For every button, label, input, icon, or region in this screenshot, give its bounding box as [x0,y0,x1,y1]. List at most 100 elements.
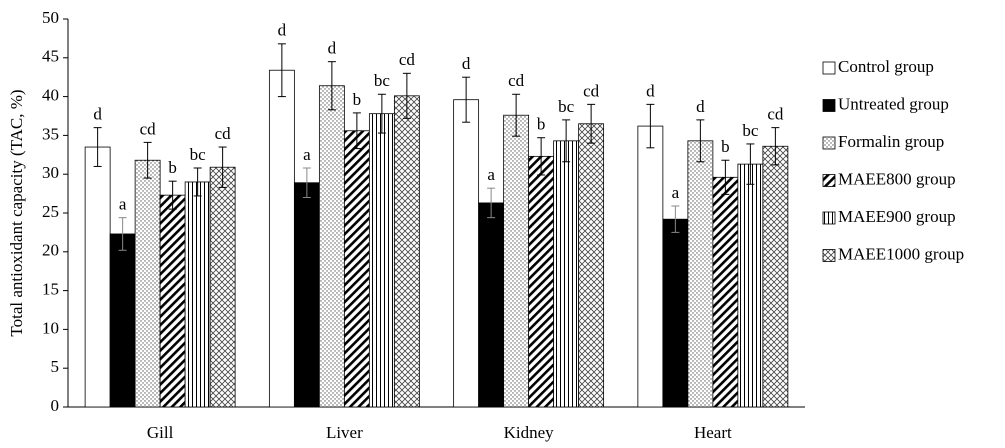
legend-swatch [822,249,836,262]
bar [209,166,236,408]
significance-letter: d [278,21,287,40]
y-tick-label: 45 [42,47,59,66]
x-tick-label: Kidney [504,423,555,442]
legend-label: Formalin group [838,132,944,151]
legend-swatch [822,174,836,187]
error-bar [646,103,655,149]
legend-label: MAEE1000 group [838,244,964,263]
y-tick-label: 40 [42,86,59,105]
significance-letter: d [696,97,705,116]
legend-swatch [822,136,836,150]
significance-letter: d [93,105,102,124]
bar [662,218,689,408]
legend-label: Untreated group [838,94,949,113]
bar [268,69,295,408]
bar [712,176,739,408]
bar [134,159,161,408]
bar [343,130,370,408]
significance-letter: cd [767,105,784,124]
significance-letter: d [462,54,471,73]
error-bar [671,205,680,233]
bar [109,233,136,408]
error-bar [352,112,361,150]
significance-letter: b [353,90,362,109]
significance-letter: cd [215,124,232,143]
significance-letter: d [328,39,337,58]
significance-letter: b [537,115,546,134]
error-bar [562,119,571,163]
significance-letter: a [119,195,127,214]
error-bar [277,43,286,98]
significance-letter: a [303,145,311,164]
error-bar [487,187,496,219]
error-bar [771,127,780,166]
significance-letter: cd [140,119,157,138]
error-bar [327,61,336,111]
y-tick-label: 30 [42,163,59,182]
legend-label: MAEE800 group [838,169,956,188]
error-bar [746,143,755,185]
error-bar [512,93,521,137]
bar [478,202,505,408]
significance-letter: a [672,183,680,202]
bar [737,163,764,408]
error-bar [168,180,177,210]
bar [368,113,395,408]
error-bar [462,76,471,123]
error-bar [302,167,311,198]
legend-label: MAEE900 group [838,207,956,226]
error-bar [143,141,152,179]
significance-letter: bc [190,145,207,164]
y-tick-label: 50 [42,8,59,27]
y-tick-label: 35 [42,124,59,143]
error-bar [193,167,202,197]
x-tick-label: Heart [694,423,732,442]
error-bar [218,146,227,188]
bar [503,114,530,408]
bar [84,146,111,408]
x-tick-label: Gill [147,423,174,442]
significance-letter: cd [583,81,600,100]
x-tick-label: Liver [326,423,363,442]
bar [762,145,789,408]
bar [293,182,320,408]
significance-letter: a [487,165,495,184]
error-bar [118,217,127,251]
bar [687,140,714,408]
y-tick-label: 5 [51,357,60,376]
y-tick-label: 0 [51,396,60,415]
error-bar [587,103,596,144]
significance-letter: b [721,137,730,156]
error-bar [721,159,730,195]
bar [159,194,186,408]
significance-letter: bc [374,71,391,90]
error-bar [377,93,386,134]
bar [453,99,480,408]
legend-swatch [822,211,836,225]
error-bar [537,137,546,176]
legend-swatch [822,61,836,75]
error-bar [696,119,705,163]
bar [528,155,555,408]
legend-swatch [822,99,836,112]
bar [393,95,420,408]
significance-letter: d [646,81,655,100]
significance-letter: cd [399,50,416,69]
significance-letter: cd [508,71,525,90]
y-tick-label: 20 [42,241,59,260]
bar [318,85,345,408]
y-tick-label: 25 [42,202,59,221]
significance-letter: bc [742,121,759,140]
bar [553,140,580,408]
bar [184,181,211,408]
y-tick-label: 15 [42,280,59,299]
legend-label: Control group [838,57,934,76]
significance-letter: b [168,158,177,177]
error-bar [93,127,102,167]
y-tick-label: 10 [42,318,59,337]
error-bar [402,72,411,119]
significance-letter: bc [558,97,575,116]
y-axis-label: Total antioxidant capacity (TAC, %) [7,89,26,336]
bar [578,123,605,408]
